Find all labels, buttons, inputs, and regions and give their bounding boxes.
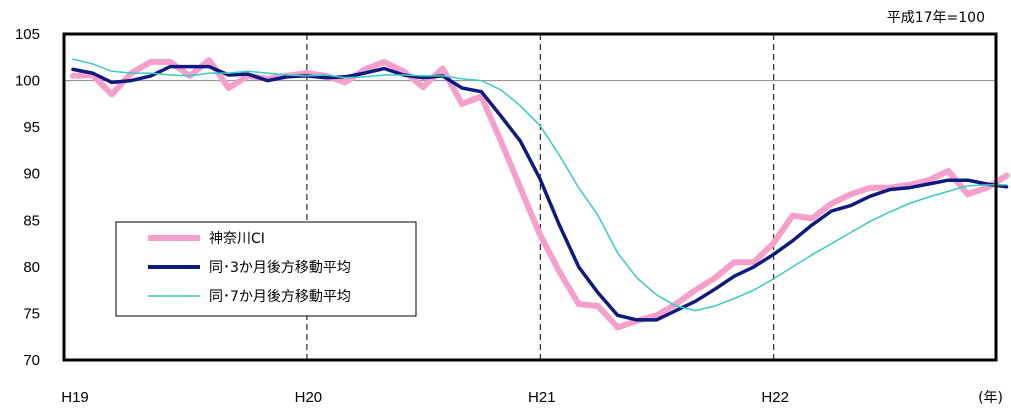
x-tick-label: H21: [528, 389, 556, 406]
y-tick-label: 90: [23, 166, 40, 183]
legend-label-7month-ma: 同･7か月後方移動平均: [209, 289, 351, 305]
legend: 神奈川CI 同･3か月後方移動平均 同･7か月後方移動平均: [115, 221, 417, 317]
legend-label-3month-ma: 同･3か月後方移動平均: [209, 260, 351, 276]
x-tick-label: H20: [295, 389, 323, 406]
y-tick-label: 85: [23, 212, 40, 229]
series-line-3: [72, 58, 1008, 312]
x-tick-label: H22: [761, 389, 789, 406]
y-tick-label: 95: [23, 119, 40, 136]
y-tick-label: 100: [15, 73, 40, 90]
y-tick-label: 105: [15, 26, 40, 43]
series-lines: [70, 57, 1010, 331]
x-tick-label: H19: [61, 389, 89, 406]
base-year-note: 平成17年=100: [887, 10, 985, 26]
series-line-2: [71, 64, 1009, 322]
legend-label-kanagawa-ci: 神奈川CI: [209, 231, 265, 247]
y-tick-label: 75: [23, 305, 40, 322]
plot-frame: [62, 32, 998, 362]
y-tick-label: 70: [23, 352, 40, 369]
x-axis-unit: (年): [978, 390, 1003, 406]
y-tick-labels: 70 75 80 85 90 95 100 105: [15, 26, 40, 369]
series-line-1: [70, 57, 1010, 331]
x-tick-labels: H19 H20 H21 H22: [61, 389, 789, 406]
y-tick-label: 80: [23, 259, 40, 276]
